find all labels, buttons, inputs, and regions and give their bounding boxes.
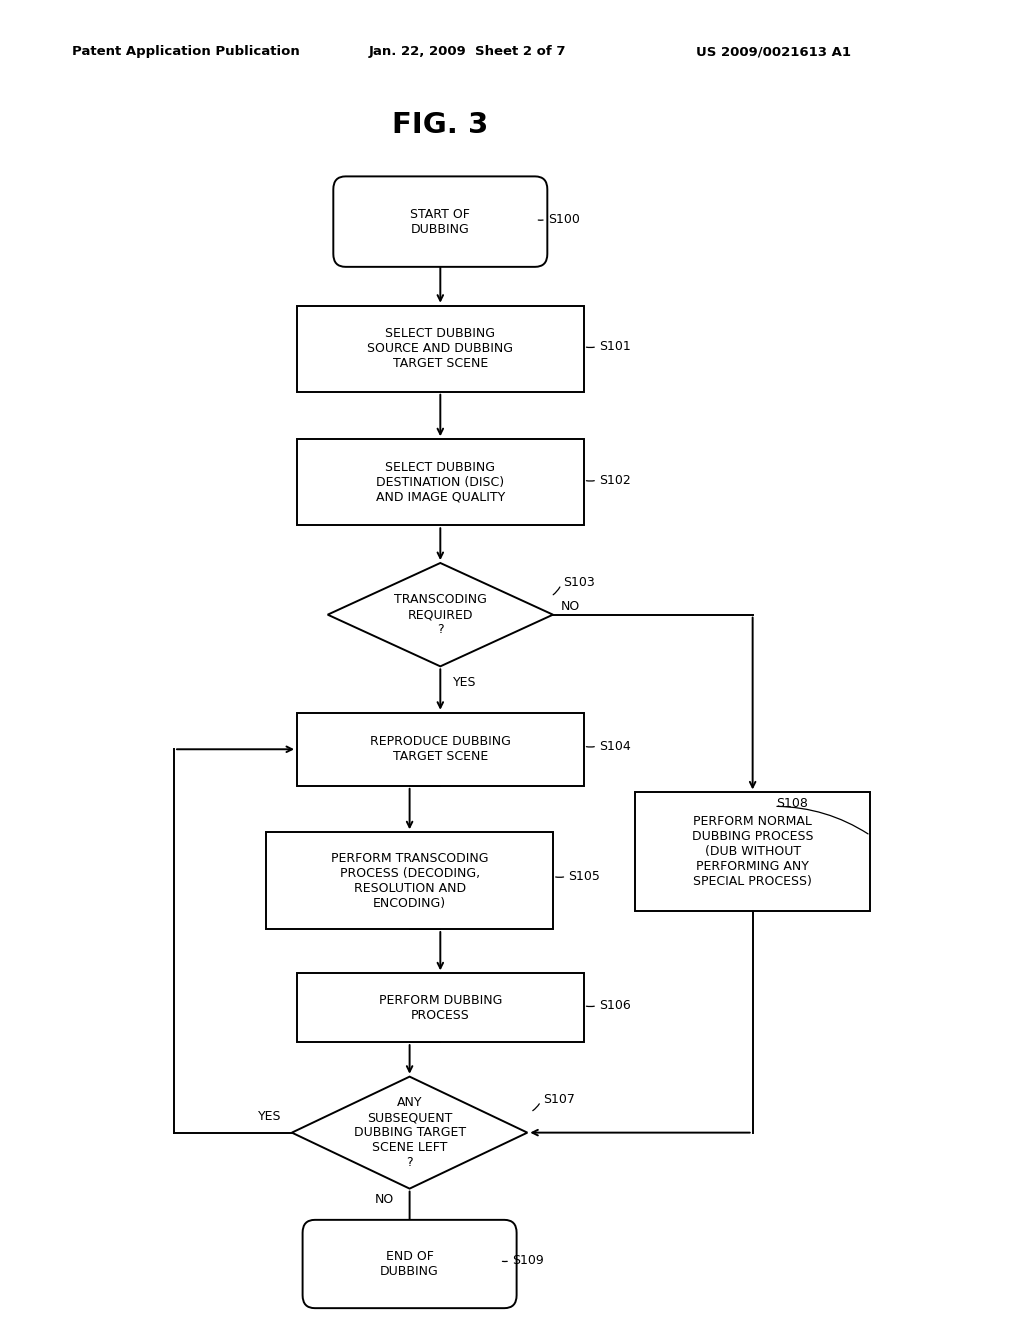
Text: S102: S102 — [599, 474, 631, 487]
Text: S103: S103 — [563, 576, 595, 589]
Text: SELECT DUBBING
SOURCE AND DUBBING
TARGET SCENE: SELECT DUBBING SOURCE AND DUBBING TARGET… — [368, 327, 513, 370]
Text: Patent Application Publication: Patent Application Publication — [72, 45, 299, 58]
Bar — [297, 306, 584, 392]
Text: YES: YES — [453, 676, 476, 689]
Text: Jan. 22, 2009  Sheet 2 of 7: Jan. 22, 2009 Sheet 2 of 7 — [369, 45, 566, 58]
Text: NO: NO — [375, 1193, 394, 1206]
Text: PERFORM TRANSCODING
PROCESS (DECODING,
RESOLUTION AND
ENCODING): PERFORM TRANSCODING PROCESS (DECODING, R… — [331, 851, 488, 909]
Polygon shape — [328, 562, 553, 667]
Text: PERFORM DUBBING
PROCESS: PERFORM DUBBING PROCESS — [379, 994, 502, 1022]
Bar — [297, 713, 584, 785]
Text: S108: S108 — [776, 796, 808, 809]
Text: S106: S106 — [599, 999, 631, 1012]
Text: S100: S100 — [548, 213, 580, 226]
FancyBboxPatch shape — [334, 177, 547, 267]
Bar — [635, 792, 870, 911]
Text: YES: YES — [258, 1110, 282, 1123]
Bar — [266, 832, 553, 929]
Text: ANY
SUBSEQUENT
DUBBING TARGET
SCENE LEFT
?: ANY SUBSEQUENT DUBBING TARGET SCENE LEFT… — [353, 1096, 466, 1170]
Text: S109: S109 — [512, 1254, 544, 1267]
Text: US 2009/0021613 A1: US 2009/0021613 A1 — [696, 45, 851, 58]
Text: TRANSCODING
REQUIRED
?: TRANSCODING REQUIRED ? — [394, 593, 486, 636]
Text: S101: S101 — [599, 341, 631, 352]
Bar — [297, 973, 584, 1043]
Text: NO: NO — [561, 599, 581, 612]
Text: S107: S107 — [543, 1093, 574, 1106]
FancyBboxPatch shape — [303, 1220, 516, 1308]
Polygon shape — [292, 1077, 527, 1188]
Text: START OF
DUBBING: START OF DUBBING — [411, 207, 470, 236]
Text: SELECT DUBBING
DESTINATION (DISC)
AND IMAGE QUALITY: SELECT DUBBING DESTINATION (DISC) AND IM… — [376, 461, 505, 504]
Text: S104: S104 — [599, 739, 631, 752]
Text: PERFORM NORMAL
DUBBING PROCESS
(DUB WITHOUT
PERFORMING ANY
SPECIAL PROCESS): PERFORM NORMAL DUBBING PROCESS (DUB WITH… — [692, 814, 813, 888]
Text: S105: S105 — [568, 870, 600, 883]
Bar — [297, 440, 584, 525]
Text: FIG. 3: FIG. 3 — [392, 111, 488, 139]
Text: REPRODUCE DUBBING
TARGET SCENE: REPRODUCE DUBBING TARGET SCENE — [370, 735, 511, 763]
Text: END OF
DUBBING: END OF DUBBING — [380, 1250, 439, 1278]
